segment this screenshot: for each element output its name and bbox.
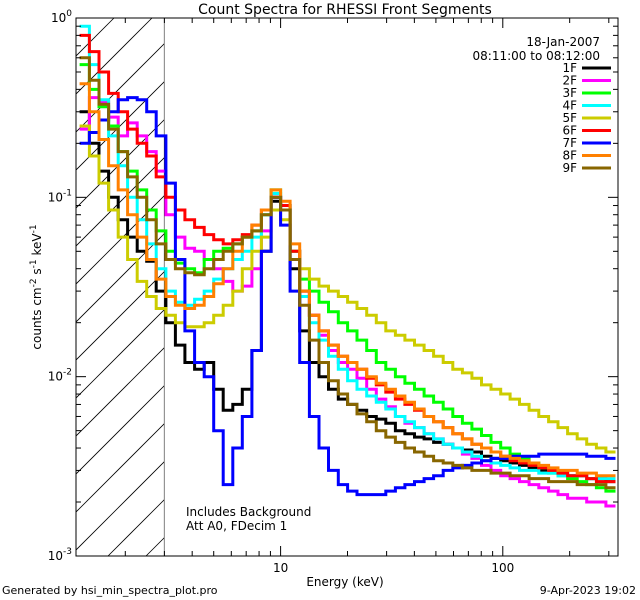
legend-label-2f: 2F xyxy=(562,74,577,88)
y-tick-label: 10-2 xyxy=(48,368,72,384)
y-axis-label-tail: keV xyxy=(30,233,44,260)
series-line-5f xyxy=(79,124,616,454)
time-range-label: 08:11:00 to 08:12:00 xyxy=(473,49,600,63)
footer-generated-by: Generated by hsi_min_spectra_plot.pro xyxy=(2,584,218,597)
series-line-8f xyxy=(79,82,616,478)
series-line-2f xyxy=(79,96,616,508)
y-tick-base: 10 xyxy=(48,549,63,563)
legend-label-6f: 6F xyxy=(562,124,577,138)
y-axis-label: counts cm-2 s-1 keV-1 xyxy=(29,224,44,349)
y-tick-label: 10-3 xyxy=(48,547,72,563)
legend-label-1f: 1F xyxy=(562,61,577,75)
y-tick-label: 10-1 xyxy=(48,188,72,204)
x-axis-ticks: 10 100 xyxy=(124,18,610,575)
y-axis-label-exp-2: -1 xyxy=(29,259,39,268)
footer-timestamp: 9-Apr-2023 19:02 xyxy=(540,584,636,597)
series-line-9f xyxy=(79,56,616,490)
y-tick-exponent: -2 xyxy=(63,368,72,378)
hatch-line xyxy=(76,18,229,171)
legend-label-8f: 8F xyxy=(562,149,577,163)
date-label: 18-Jan-2007 xyxy=(526,35,600,49)
series-line-7f xyxy=(79,96,616,497)
x-tick-label: 10 xyxy=(273,561,288,575)
y-axis-label-exp-3: -1 xyxy=(29,224,39,233)
y-tick-base: 10 xyxy=(48,370,63,384)
legend-label-9f: 9F xyxy=(562,161,577,175)
legend-label-3f: 3F xyxy=(562,86,577,100)
series-line-3f xyxy=(79,63,616,493)
annotation-attenuator: Att A0, FDecim 1 xyxy=(186,519,287,533)
x-axis-label: Energy (keV) xyxy=(306,575,383,589)
y-tick-exponent: -3 xyxy=(63,547,72,557)
y-tick-exponent: 0 xyxy=(66,9,72,19)
y-tick-label: 100 xyxy=(51,9,72,25)
annotation-background: Includes Background xyxy=(186,505,311,519)
y-axis-label-mid: s xyxy=(30,268,44,278)
y-axis-label-main: counts cm xyxy=(30,287,44,349)
x-tick-label: 100 xyxy=(491,561,514,575)
y-tick-exponent: -1 xyxy=(63,188,72,198)
legend-label-4f: 4F xyxy=(562,99,577,113)
legend-label-5f: 5F xyxy=(562,111,577,125)
legend-label-7f: 7F xyxy=(562,136,577,150)
series-line-1f xyxy=(79,110,616,484)
y-tick-base: 10 xyxy=(51,11,66,25)
chart-title: Count Spectra for RHESSI Front Segments xyxy=(198,2,492,18)
y-tick-base: 10 xyxy=(48,190,63,204)
series-layer xyxy=(79,24,616,508)
y-axis-label-exp-1: -2 xyxy=(29,278,39,287)
